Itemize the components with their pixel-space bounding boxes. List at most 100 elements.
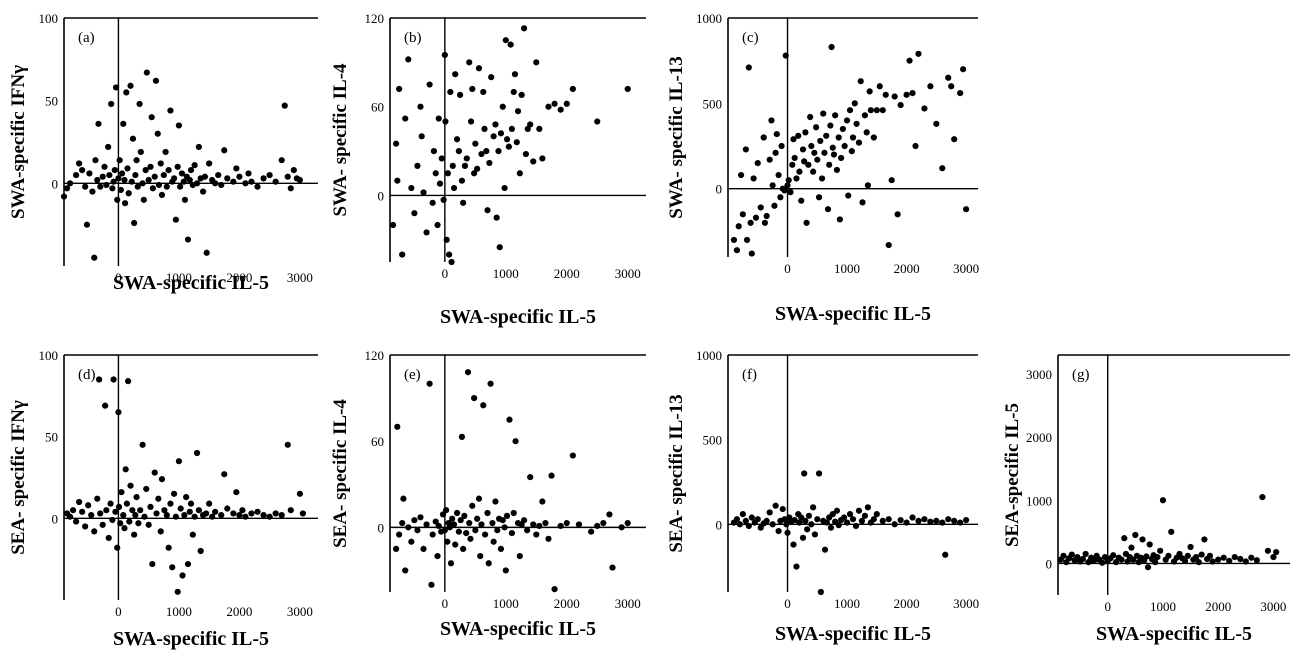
data-point	[124, 165, 131, 172]
data-point	[733, 516, 741, 523]
data-point	[432, 518, 439, 525]
data-point	[496, 244, 503, 251]
data-point	[193, 180, 201, 187]
data-point	[802, 129, 809, 136]
data-point	[239, 507, 246, 514]
data-point	[827, 524, 835, 531]
data-point	[849, 516, 857, 523]
data-point	[1237, 555, 1244, 563]
y-tick-label: 60	[371, 434, 384, 449]
data-point	[143, 69, 150, 76]
data-point	[86, 170, 93, 177]
data-point	[442, 507, 450, 514]
data-point	[1154, 554, 1161, 561]
data-point	[440, 196, 447, 203]
data-point	[79, 508, 86, 515]
data-point	[820, 110, 827, 117]
data-point	[221, 471, 228, 478]
data-point	[787, 189, 794, 196]
data-point	[909, 90, 916, 97]
data-point	[172, 513, 179, 520]
data-point	[594, 118, 601, 125]
data-point	[768, 117, 775, 124]
data-point	[775, 527, 782, 535]
data-point	[136, 100, 143, 108]
data-point	[199, 188, 207, 195]
data-point	[187, 167, 195, 174]
data-point	[299, 510, 306, 517]
data-point	[434, 552, 441, 560]
data-point	[163, 511, 170, 519]
data-point	[254, 508, 261, 515]
data-point	[494, 527, 501, 534]
data-point	[429, 199, 436, 206]
data-point	[927, 83, 934, 90]
data-point	[94, 495, 101, 502]
data-point	[101, 163, 108, 170]
data-point	[927, 518, 934, 525]
x-tick-label: 2000	[554, 266, 580, 281]
data-point	[490, 133, 497, 140]
data-point	[174, 163, 181, 170]
data-point	[748, 250, 755, 257]
data-point	[137, 148, 144, 156]
data-point	[215, 171, 222, 179]
y-tick-label: 1000	[696, 11, 722, 26]
data-point	[483, 147, 490, 155]
data-point	[175, 458, 183, 465]
data-point	[808, 142, 815, 150]
x-tick-label: 2000	[226, 604, 252, 619]
data-point	[1187, 543, 1194, 551]
data-point	[747, 219, 754, 226]
data-point	[181, 196, 189, 203]
data-point	[121, 200, 129, 207]
data-point	[107, 500, 114, 507]
data-point	[781, 516, 788, 523]
data-point	[557, 106, 564, 113]
y-axis-label: SWA- specific IL-4	[330, 63, 351, 217]
data-point	[127, 82, 134, 89]
x-tick-label: 1000	[166, 604, 192, 619]
data-point	[1090, 557, 1098, 564]
data-point	[447, 88, 454, 96]
data-point	[502, 567, 509, 574]
data-point	[411, 210, 418, 217]
data-point	[118, 489, 125, 496]
data-point	[903, 91, 910, 98]
y-tick-label: 1000	[696, 348, 722, 363]
data-point	[248, 178, 255, 185]
data-point	[89, 188, 96, 195]
panel-a: 0 1000 2000 3000 0 50 100 (a) SWA-specific IL-5 S…	[8, 11, 318, 294]
data-point	[463, 155, 470, 162]
data-point	[807, 113, 814, 121]
y-tick-label: 0	[1046, 556, 1053, 571]
data-point	[510, 509, 517, 517]
data-point	[821, 546, 829, 553]
y-axis-label: SEA-specific IL-5	[1002, 403, 1023, 547]
data-point	[426, 81, 433, 88]
data-point	[798, 197, 805, 204]
data-point	[609, 564, 616, 571]
data-point	[148, 114, 155, 121]
data-point	[853, 120, 860, 127]
data-point	[471, 394, 478, 402]
x-tick-label: 0	[442, 266, 449, 281]
data-point	[109, 185, 116, 192]
data-point	[458, 433, 466, 440]
x-tick-label: 3000	[615, 266, 641, 281]
data-point	[1152, 559, 1159, 566]
data-point	[781, 187, 788, 194]
data-point	[1099, 559, 1106, 566]
data-point	[793, 175, 800, 182]
data-point	[177, 505, 184, 512]
data-point	[921, 105, 928, 112]
data-point	[752, 214, 760, 221]
x-tick-label: 1000	[493, 596, 519, 611]
data-point	[408, 538, 415, 545]
x-tick-label: 0	[784, 596, 791, 611]
y-tick-label: 60	[371, 100, 384, 115]
data-point	[97, 510, 104, 517]
data-point	[798, 514, 805, 521]
data-point	[469, 85, 476, 93]
data-point	[414, 162, 421, 169]
